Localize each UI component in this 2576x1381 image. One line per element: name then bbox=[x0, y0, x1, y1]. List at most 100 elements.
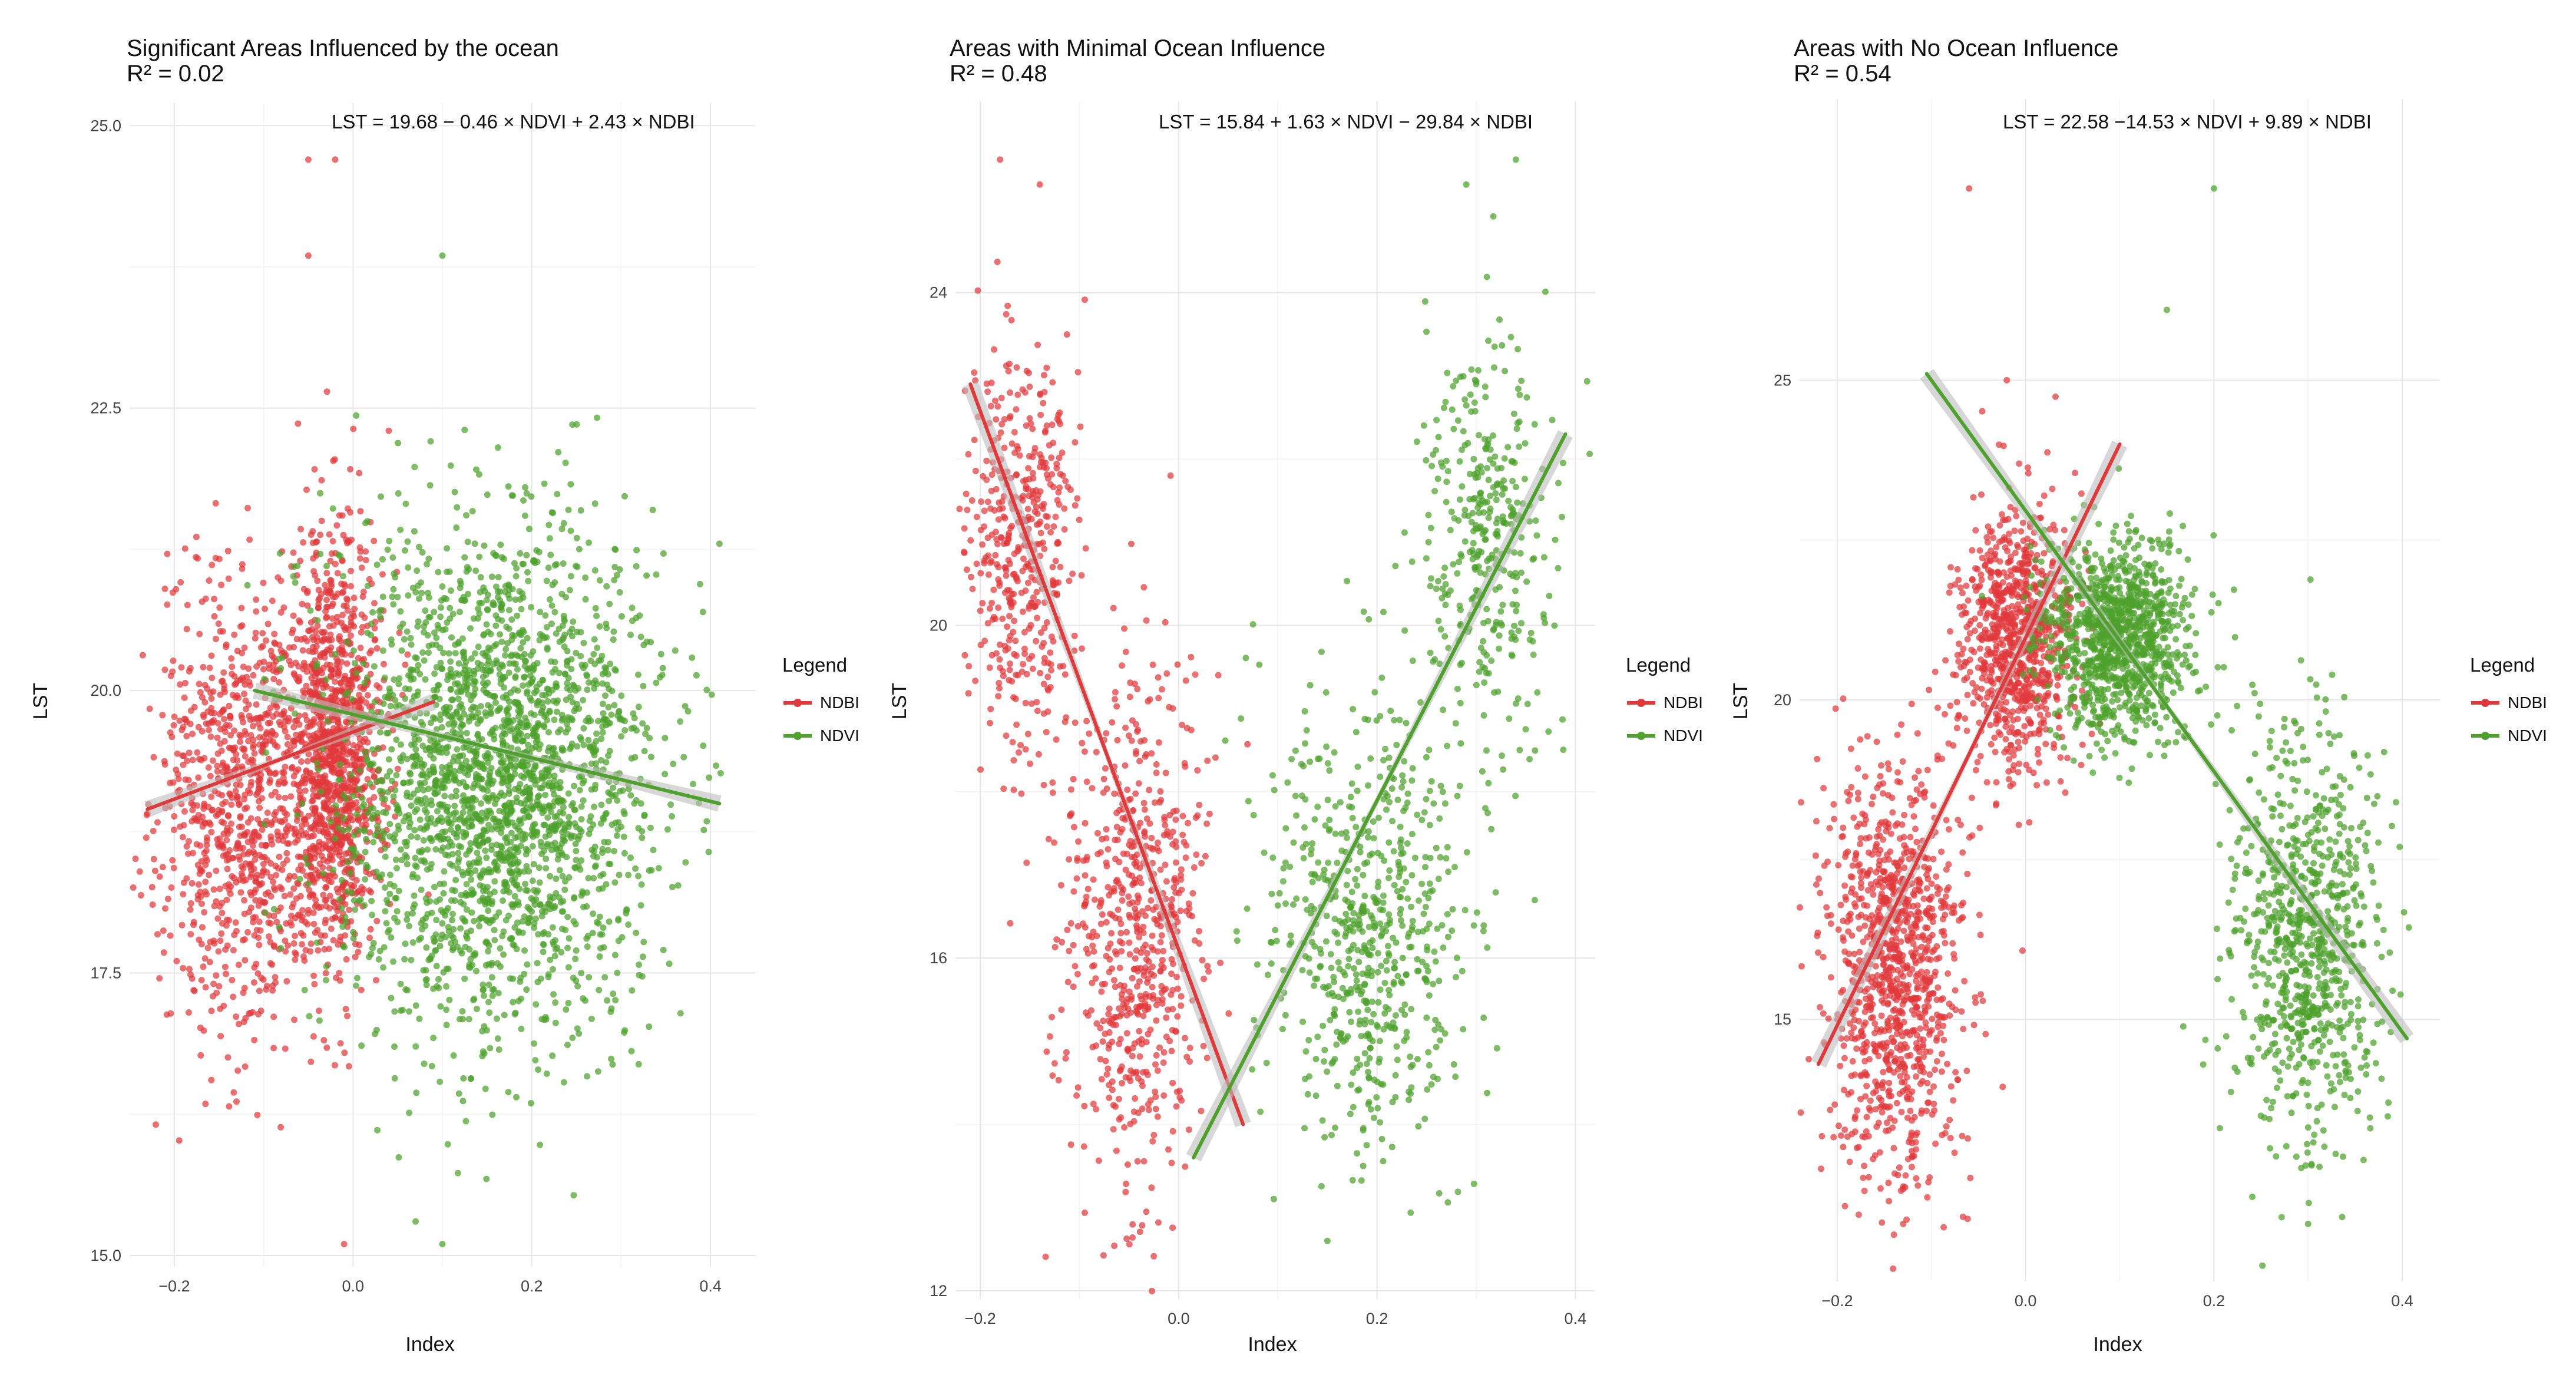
data-point bbox=[534, 660, 541, 667]
data-point bbox=[560, 908, 567, 915]
data-point bbox=[1122, 1188, 1129, 1195]
data-point bbox=[464, 538, 471, 546]
data-point bbox=[380, 701, 387, 707]
data-point bbox=[311, 679, 318, 686]
data-point bbox=[541, 480, 548, 487]
data-point bbox=[224, 865, 231, 873]
data-point bbox=[290, 723, 297, 731]
data-point bbox=[224, 1054, 232, 1061]
data-point bbox=[490, 815, 497, 822]
data-point bbox=[315, 596, 322, 603]
data-point bbox=[586, 743, 593, 750]
data-point bbox=[484, 679, 491, 686]
data-point bbox=[208, 1007, 215, 1015]
data-point bbox=[339, 612, 346, 619]
data-point bbox=[504, 820, 511, 827]
y-axis-label: LST bbox=[888, 683, 911, 719]
data-point bbox=[366, 780, 373, 787]
data-point bbox=[393, 908, 401, 915]
data-point bbox=[413, 756, 420, 764]
data-point bbox=[682, 859, 689, 866]
data-point bbox=[458, 950, 465, 957]
data-point bbox=[393, 736, 400, 743]
data-point bbox=[587, 717, 594, 724]
data-point bbox=[455, 660, 462, 667]
data-point bbox=[553, 680, 560, 687]
data-point bbox=[404, 838, 411, 845]
data-point bbox=[1168, 1048, 1175, 1055]
data-point bbox=[321, 775, 328, 782]
data-point bbox=[443, 1022, 450, 1029]
data-point bbox=[209, 807, 216, 814]
data-point bbox=[565, 1000, 572, 1006]
data-point bbox=[703, 686, 710, 693]
data-point bbox=[241, 795, 248, 802]
data-point bbox=[450, 1052, 457, 1059]
data-point bbox=[512, 674, 519, 681]
data-point bbox=[274, 743, 281, 750]
data-point bbox=[637, 633, 644, 640]
data-point bbox=[573, 857, 580, 864]
data-point bbox=[542, 833, 549, 840]
data-point bbox=[310, 972, 318, 979]
data-point bbox=[568, 666, 575, 673]
data-point bbox=[454, 746, 461, 753]
data-point bbox=[304, 861, 311, 868]
data-point bbox=[462, 658, 469, 665]
data-point bbox=[650, 847, 657, 854]
data-point bbox=[512, 834, 519, 841]
data-point bbox=[290, 940, 297, 947]
data-point bbox=[457, 609, 463, 616]
data-point bbox=[379, 593, 386, 600]
data-point bbox=[402, 695, 409, 702]
data-point bbox=[1022, 746, 1029, 753]
data-point bbox=[601, 974, 609, 981]
data-point bbox=[486, 807, 493, 814]
data-point bbox=[677, 718, 684, 725]
data-point bbox=[505, 625, 512, 632]
data-point bbox=[236, 876, 243, 883]
data-point bbox=[548, 602, 555, 609]
data-point bbox=[401, 636, 408, 643]
data-point bbox=[154, 931, 161, 938]
data-point bbox=[599, 849, 606, 856]
data-point bbox=[281, 893, 288, 900]
data-point bbox=[1066, 577, 1073, 584]
data-point bbox=[1048, 454, 1055, 461]
data-point bbox=[149, 901, 156, 908]
data-point bbox=[660, 947, 667, 953]
data-point bbox=[553, 890, 560, 897]
data-point bbox=[512, 573, 520, 580]
data-point bbox=[287, 793, 295, 800]
data-point bbox=[492, 622, 500, 629]
data-point bbox=[518, 653, 525, 660]
data-point bbox=[244, 819, 252, 826]
data-point bbox=[395, 887, 402, 894]
data-point bbox=[421, 657, 428, 664]
data-point bbox=[1011, 429, 1018, 435]
data-point bbox=[601, 669, 609, 676]
data-point bbox=[540, 949, 547, 956]
data-point bbox=[264, 620, 272, 627]
data-point bbox=[260, 666, 267, 673]
data-point bbox=[1037, 670, 1044, 676]
data-point bbox=[276, 719, 283, 726]
data-point bbox=[178, 921, 186, 929]
data-point bbox=[290, 549, 297, 556]
data-point bbox=[428, 801, 435, 808]
data-point bbox=[572, 705, 579, 712]
data-point bbox=[212, 500, 219, 507]
data-point bbox=[164, 601, 171, 608]
data-point bbox=[591, 636, 598, 643]
data-point bbox=[267, 833, 275, 840]
data-point bbox=[573, 947, 580, 954]
data-point bbox=[437, 659, 444, 666]
data-point bbox=[554, 856, 561, 863]
data-point bbox=[632, 865, 639, 872]
data-point bbox=[448, 696, 455, 703]
data-point bbox=[1198, 1108, 1205, 1115]
data-point bbox=[345, 825, 352, 832]
data-point bbox=[471, 917, 478, 924]
data-point bbox=[463, 512, 469, 519]
data-point bbox=[224, 812, 232, 819]
